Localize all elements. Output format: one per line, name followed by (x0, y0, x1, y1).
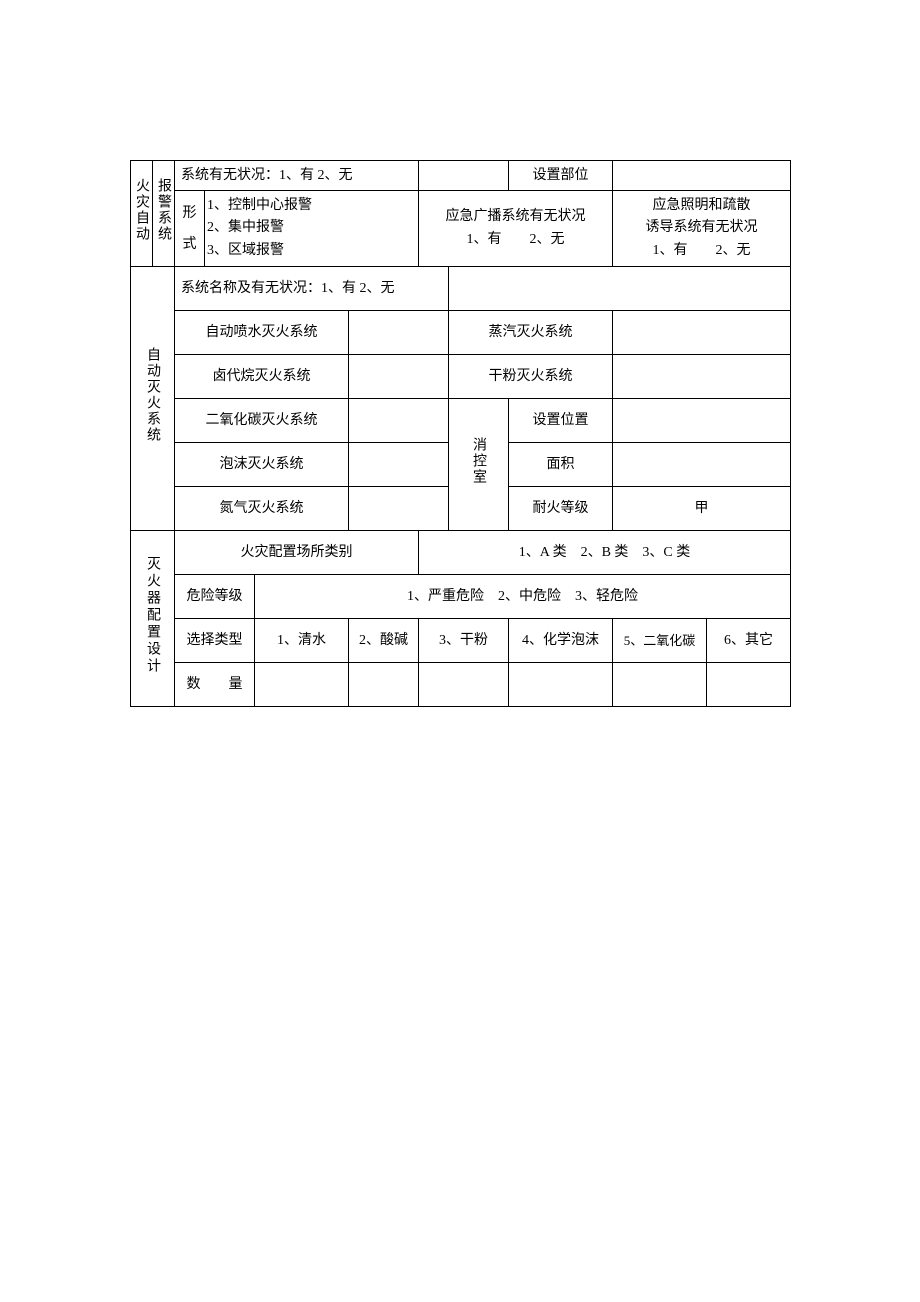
s3-r4-b3 (419, 663, 509, 707)
s3-r3-o2: 2、酸碱 (349, 619, 419, 663)
s1-r2-right1: 应急照明和疏散 (615, 195, 788, 217)
s2-xk-2-val: 甲 (613, 487, 791, 531)
s3-r4-label: 数 量 (175, 663, 255, 707)
s3-r3-o6: 6、其它 (707, 619, 791, 663)
s1-xing: 形 (183, 206, 197, 221)
s2-r-1-blank (613, 355, 791, 399)
s3-r4-b4 (509, 663, 613, 707)
s1-vlabel-l: 火灾自动 (131, 178, 152, 242)
s2-r-0: 蒸汽灭火系统 (449, 311, 613, 355)
s3-r4-b2 (349, 663, 419, 707)
s1-r2-o1: 1、控制中心报警 (207, 195, 416, 217)
s1-r2-right2: 诱导系统有无状况 (615, 217, 788, 239)
fire-design-table: 火灾自动 报警系统 系统有无状况：1、有 2、无 设置部位 形 式 1、控制中心… (130, 160, 791, 707)
s3-r3-o5: 5、二氧化碳 (613, 619, 707, 663)
s2-r-0-blank (613, 311, 791, 355)
s2-l-4: 氮气灭火系统 (175, 487, 349, 531)
s1-r2-mid: 应急广播系统有无状况 1、有 2、无 (419, 191, 613, 267)
s2-header-blank (449, 267, 791, 311)
s3-r1-left: 火灾配置场所类别 (175, 531, 419, 575)
s1-xingshi: 形 式 (175, 191, 205, 267)
s2-xk-1-label: 面积 (509, 443, 613, 487)
s3-r4-b6 (707, 663, 791, 707)
s2-l-0: 自动喷水灭火系统 (175, 311, 349, 355)
s1-r2-mid2: 1、有 2、无 (421, 229, 610, 251)
s2-l-4-blank (349, 487, 449, 531)
s2-header: 系统名称及有无状况：1、有 2、无 (175, 267, 449, 311)
s3-r3-o1: 1、清水 (255, 619, 349, 663)
s2-l-3-blank (349, 443, 449, 487)
s1-vlabel-r: 报警系统 (153, 178, 174, 242)
s1-r1-c3: 设置部位 (509, 161, 613, 191)
s3-r1-right: 1、A 类 2、B 类 3、C 类 (419, 531, 791, 575)
s2-xk-2-label: 耐火等级 (509, 487, 613, 531)
s2-vlabel: 自动灭火系统 (142, 347, 163, 443)
s2-xk-0-label: 设置位置 (509, 399, 613, 443)
s2-l-2: 二氧化碳灭火系统 (175, 399, 349, 443)
s1-shi: 式 (183, 237, 197, 252)
s3-r3-o4: 4、化学泡沫 (509, 619, 613, 663)
s2-r-1: 干粉灭火系统 (449, 355, 613, 399)
s2-xk-vlabel: 消控室 (468, 437, 489, 485)
s2-l-1-blank (349, 355, 449, 399)
s1-r1-blank1 (419, 161, 509, 191)
s1-r2-mid1: 应急广播系统有无状况 (421, 206, 610, 228)
s1-r2-opts: 1、控制中心报警 2、集中报警 3、区域报警 (205, 191, 419, 267)
s1-r1-blank2 (613, 161, 791, 191)
s3-r2-label: 危险等级 (175, 575, 255, 619)
s3-r4-b5 (613, 663, 707, 707)
s1-r2-right3: 1、有 2、无 (615, 240, 788, 262)
s2-l-3: 泡沫灭火系统 (175, 443, 349, 487)
s2-l-1: 卤代烷灭火系统 (175, 355, 349, 399)
s3-r3-o3: 3、干粉 (419, 619, 509, 663)
document-page: 火灾自动 报警系统 系统有无状况：1、有 2、无 设置部位 形 式 1、控制中心… (0, 0, 920, 707)
s1-r1-c1: 系统有无状况：1、有 2、无 (175, 161, 419, 191)
s1-r2-o2: 2、集中报警 (207, 217, 416, 239)
s2-l-2-blank (349, 399, 449, 443)
s3-r3-label: 选择类型 (175, 619, 255, 663)
s2-xk-1-val (613, 443, 791, 487)
s3-vlabel: 灭火器配置设计 (142, 556, 163, 675)
s3-r4-b1 (255, 663, 349, 707)
s1-r2-o3: 3、区域报警 (207, 240, 416, 262)
s2-l-0-blank (349, 311, 449, 355)
s1-r2-right: 应急照明和疏散 诱导系统有无状况 1、有 2、无 (613, 191, 791, 267)
s3-r2-opts: 1、严重危险 2、中危险 3、轻危险 (255, 575, 791, 619)
s2-xk-0-val (613, 399, 791, 443)
